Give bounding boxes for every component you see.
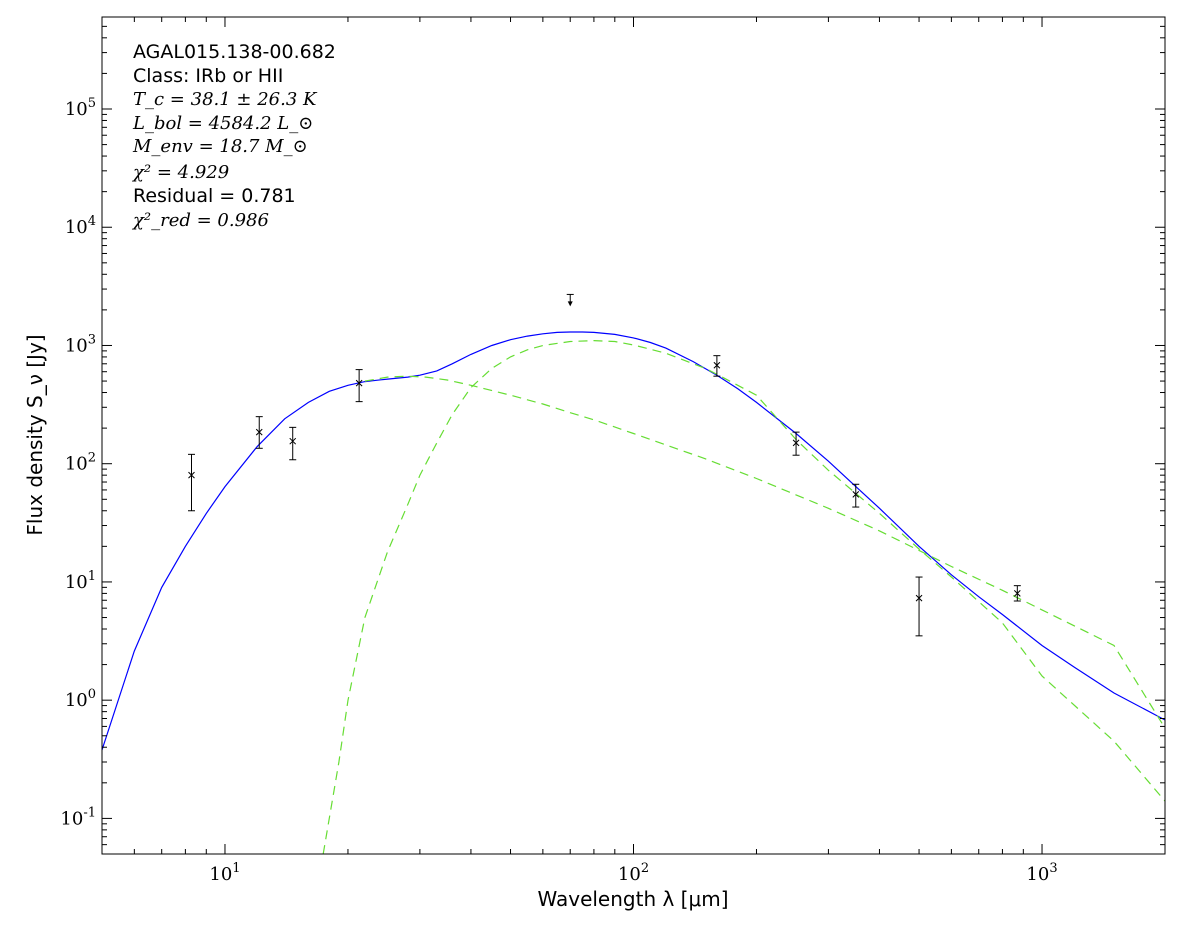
y-tick-label: 10-1 (60, 805, 96, 829)
x-tick-label: 102 (618, 861, 649, 885)
data-point (289, 437, 297, 445)
x-axis-label: Wavelength λ [μm] (537, 887, 728, 911)
temperature-label: T_c = 38.1 ± 26.3 K (133, 89, 318, 110)
component-curve-1 (364, 375, 1165, 729)
y-tick-label: 104 (65, 214, 96, 238)
data-point (792, 439, 800, 447)
axis-ticks (101, 16, 1166, 855)
x-tick-label: 103 (1026, 861, 1057, 885)
data-point (1013, 590, 1021, 597)
data-point (915, 594, 923, 602)
y-tick-label: 103 (65, 332, 96, 356)
class-label: Class: IRb or HII (133, 65, 283, 87)
component-curve-2 (322, 339, 1165, 854)
envelope-mass-label: M_env = 18.7 M_⊙ (132, 136, 308, 157)
luminosity-label: L_bol = 4584.2 L_⊙ (132, 113, 313, 134)
source-name: AGAL015.138-00.682 (133, 41, 336, 63)
total-model-curve (102, 331, 1165, 751)
data-points (187, 293, 1021, 637)
y-tick-label: 100 (65, 687, 96, 711)
y-tick-label: 105 (65, 96, 96, 120)
x-tick-label: 101 (209, 861, 240, 885)
y-tick-label: 101 (65, 569, 96, 593)
data-point (255, 428, 263, 436)
data-point (852, 491, 860, 498)
tick-labels: 101 102 103 10-1 100 101 102 103 104 105 (60, 96, 1057, 885)
data-point (713, 361, 721, 369)
residual-label: Residual = 0.781 (133, 185, 296, 207)
data-point (188, 471, 195, 479)
y-tick-label: 102 (65, 451, 96, 475)
reduced-chi-square-label: χ²_red = 0.986 (131, 210, 269, 231)
model-curves (102, 331, 1165, 854)
chi-square-label: χ² = 4.929 (131, 162, 229, 183)
upper-limit-arrow (567, 301, 573, 307)
data-point (355, 379, 363, 387)
y-axis-label: Flux density S_ν [Jy] (23, 334, 47, 535)
